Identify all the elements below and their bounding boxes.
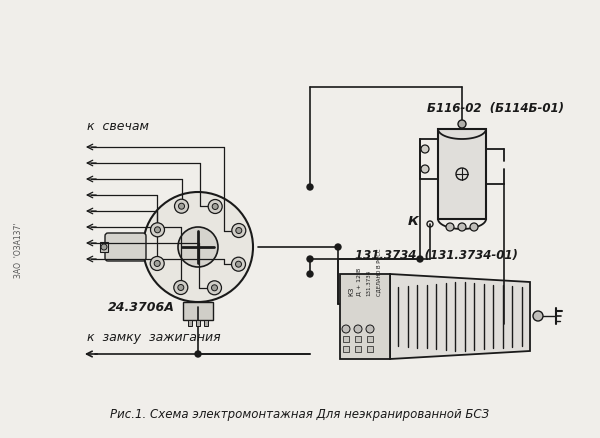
- Circle shape: [154, 227, 160, 233]
- Circle shape: [208, 281, 221, 295]
- Text: Б116-02  (Б114Б-01): Б116-02 (Б114Б-01): [427, 102, 564, 115]
- Circle shape: [151, 223, 164, 237]
- Circle shape: [421, 166, 429, 173]
- Circle shape: [342, 325, 350, 333]
- Circle shape: [208, 200, 222, 214]
- Circle shape: [195, 351, 201, 357]
- Text: Д + 12 В: Д + 12 В: [356, 267, 361, 295]
- Bar: [367, 336, 373, 342]
- Circle shape: [366, 325, 374, 333]
- Circle shape: [232, 258, 245, 272]
- Text: КЗ: КЗ: [348, 286, 354, 295]
- Bar: [183, 302, 213, 320]
- Text: 131.3734: 131.3734: [366, 269, 371, 295]
- Bar: [204, 320, 208, 326]
- Text: к  замку  зажигания: к замку зажигания: [87, 330, 221, 343]
- Circle shape: [150, 257, 164, 271]
- Circle shape: [178, 285, 184, 291]
- Circle shape: [307, 272, 313, 277]
- Bar: [355, 346, 361, 352]
- Circle shape: [236, 261, 242, 268]
- Circle shape: [458, 121, 466, 129]
- Circle shape: [307, 256, 313, 262]
- Circle shape: [236, 228, 242, 234]
- Bar: [438, 130, 486, 219]
- Circle shape: [232, 224, 246, 238]
- Circle shape: [335, 244, 341, 251]
- Circle shape: [212, 204, 218, 210]
- Bar: [100, 243, 108, 252]
- FancyBboxPatch shape: [105, 233, 146, 261]
- Bar: [340, 274, 390, 359]
- Circle shape: [174, 281, 188, 295]
- Text: Рис.1. Схема электромонтажная Для неэкранированной БСЗ: Рис.1. Схема электромонтажная Для неэкра…: [110, 408, 490, 420]
- Bar: [343, 346, 349, 352]
- Text: ЗАО  'ОЗА137': ЗАО 'ОЗА137': [14, 222, 23, 277]
- Text: СДЕЛАНО В РОСС: СДЕЛАНО В РОСС: [376, 248, 381, 295]
- Circle shape: [143, 193, 253, 302]
- Bar: [343, 336, 349, 342]
- Circle shape: [421, 146, 429, 154]
- Text: к  свечам: к свечам: [87, 120, 149, 133]
- Circle shape: [446, 223, 454, 231]
- Circle shape: [154, 261, 160, 267]
- Circle shape: [179, 204, 185, 210]
- Circle shape: [354, 325, 362, 333]
- Bar: [355, 336, 361, 342]
- Text: 131.3734  (131.3734-01): 131.3734 (131.3734-01): [355, 248, 518, 261]
- Text: К: К: [408, 215, 419, 227]
- Bar: [188, 320, 192, 326]
- Circle shape: [458, 223, 466, 231]
- Bar: [196, 320, 200, 326]
- Circle shape: [417, 256, 423, 262]
- Bar: [367, 346, 373, 352]
- Text: 24.3706А: 24.3706А: [108, 300, 175, 313]
- Circle shape: [470, 223, 478, 231]
- Circle shape: [307, 184, 313, 191]
- Polygon shape: [390, 274, 530, 359]
- Circle shape: [175, 200, 188, 214]
- Circle shape: [101, 244, 107, 251]
- Circle shape: [533, 311, 543, 321]
- Circle shape: [211, 285, 217, 291]
- Circle shape: [178, 227, 218, 267]
